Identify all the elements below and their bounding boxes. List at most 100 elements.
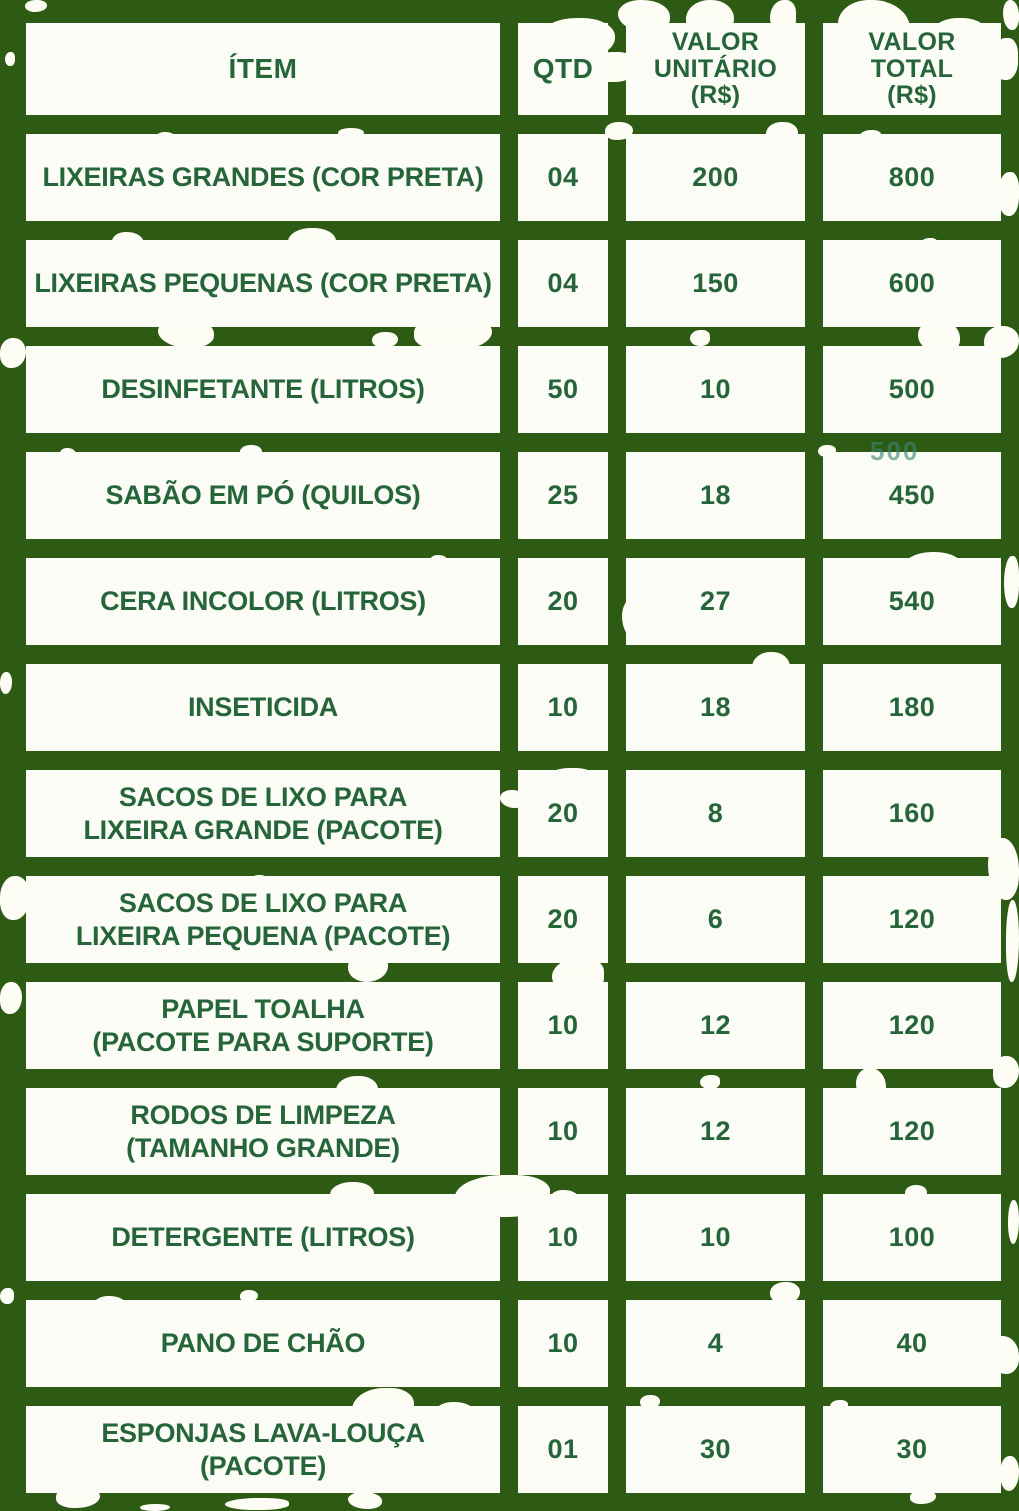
total-value: 120	[888, 904, 936, 934]
item-label: LIXEIRAS PEQUENAS (COR PRETA)	[34, 268, 492, 299]
unit-value-cell: 27	[626, 558, 805, 645]
total-value: 450	[888, 480, 936, 510]
total-value-cell: 180	[823, 664, 1001, 751]
total-value-cell: 120	[823, 876, 1001, 963]
splatter-blob	[348, 1492, 382, 1509]
unit-value: 30	[699, 1434, 732, 1464]
header-total-value-label: VALOR TOTAL (R$)	[868, 28, 956, 110]
unit-value: 18	[699, 692, 732, 722]
total-value: 30	[896, 1434, 928, 1464]
total-value-cell: 600	[823, 240, 1001, 327]
header-item-label: ÍTEM	[228, 53, 298, 84]
qtd-cell: 04	[518, 240, 608, 327]
item-label: LIXEIRAS GRANDES (COR PRETA)	[42, 162, 484, 193]
qtd-value: 20	[547, 586, 579, 616]
unit-value-cell: 6	[626, 876, 805, 963]
header-qtd-label: QTD	[532, 53, 594, 84]
unit-value-cell: 18	[626, 664, 805, 751]
ghost-value-text: 500	[870, 436, 920, 466]
unit-value-cell: 12	[626, 1088, 805, 1175]
unit-value: 4	[707, 1328, 724, 1358]
qtd-value: 10	[547, 1010, 579, 1040]
splatter-blob	[0, 338, 26, 368]
total-value-cell: 30	[823, 1406, 1001, 1493]
item-cell: DETERGENTE (LITROS)	[26, 1194, 500, 1281]
splatter-blob	[225, 1498, 289, 1510]
qtd-value: 10	[547, 1116, 579, 1146]
item-cell: RODOS DE LIMPEZA (TAMANHO GRANDE)	[26, 1088, 500, 1175]
total-value: 540	[888, 586, 936, 616]
qtd-value: 50	[547, 374, 579, 404]
table-row: SABÃO EM PÓ (QUILOS) 25 18 450	[26, 452, 1001, 539]
qtd-cell: 01	[518, 1406, 608, 1493]
total-value: 120	[888, 1116, 936, 1146]
splatter-blob	[1000, 1456, 1019, 1491]
header-cell-item: ÍTEM	[26, 23, 500, 115]
item-label: SABÃO EM PÓ (QUILOS)	[105, 480, 421, 511]
item-label: PAPEL TOALHA (PACOTE PARA SUPORTE)	[92, 993, 434, 1057]
table-row: LIXEIRAS GRANDES (COR PRETA) 04 200 800	[26, 134, 1001, 221]
total-value-cell: 40	[823, 1300, 1001, 1387]
qtd-value: 20	[547, 904, 579, 934]
item-cell: SACOS DE LIXO PARA LIXEIRA PEQUENA (PACO…	[26, 876, 500, 963]
table-row: PANO DE CHÃO 10 4 40	[26, 1300, 1001, 1387]
qtd-cell: 50	[518, 346, 608, 433]
item-cell: CERA INCOLOR (LITROS)	[26, 558, 500, 645]
item-label: SACOS DE LIXO PARA LIXEIRA GRANDE (PACOT…	[83, 781, 443, 845]
unit-value-cell: 10	[626, 1194, 805, 1281]
item-cell: SACOS DE LIXO PARA LIXEIRA GRANDE (PACOT…	[26, 770, 500, 857]
table-row: SACOS DE LIXO PARA LIXEIRA GRANDE (PACOT…	[26, 770, 1001, 857]
item-label: SACOS DE LIXO PARA LIXEIRA PEQUENA (PACO…	[75, 887, 451, 951]
total-value-cell: 100	[823, 1194, 1001, 1281]
table-row: CERA INCOLOR (LITROS) 20 27 540	[26, 558, 1001, 645]
table-row: INSETICIDA 10 18 180	[26, 664, 1001, 751]
qtd-cell: 10	[518, 1300, 608, 1387]
item-label: INSETICIDA	[187, 692, 338, 723]
qtd-cell: 25	[518, 452, 608, 539]
unit-value: 10	[699, 374, 732, 404]
qtd-cell: 20	[518, 770, 608, 857]
qtd-cell: 20	[518, 558, 608, 645]
item-label: ESPONJAS LAVA-LOUÇA (PACOTE)	[101, 1417, 425, 1481]
total-value-cell: 540	[823, 558, 1001, 645]
item-label: PANO DE CHÃO	[160, 1328, 366, 1359]
unit-value: 12	[699, 1010, 732, 1040]
table-row: RODOS DE LIMPEZA (TAMANHO GRANDE) 10 12 …	[26, 1088, 1001, 1175]
unit-value: 6	[707, 904, 724, 934]
splatter-blob	[140, 1504, 170, 1511]
table-row: DETERGENTE (LITROS) 10 10 100	[26, 1194, 1001, 1281]
splatter-blob	[0, 672, 12, 694]
qtd-cell: 10	[518, 664, 608, 751]
item-cell: DESINFETANTE (LITROS)	[26, 346, 500, 433]
splatter-blob	[1008, 1200, 1019, 1244]
item-cell: ESPONJAS LAVA-LOUÇA (PACOTE)	[26, 1406, 500, 1493]
splatter-blob	[1004, 556, 1019, 608]
splatter-blob	[0, 1288, 14, 1304]
total-value: 600	[888, 268, 936, 298]
header-cell-total-value: VALOR TOTAL (R$)	[823, 23, 1001, 115]
table-body: LIXEIRAS GRANDES (COR PRETA) 04 200 800 …	[26, 134, 1001, 1493]
header-cell-qtd: QTD	[518, 23, 608, 115]
total-value-cell: 160	[823, 770, 1001, 857]
item-cell: LIXEIRAS GRANDES (COR PRETA)	[26, 134, 500, 221]
unit-value-cell: 150	[626, 240, 805, 327]
total-value-cell: 120	[823, 982, 1001, 1069]
table-row: ESPONJAS LAVA-LOUÇA (PACOTE) 01 30 30	[26, 1406, 1001, 1493]
splatter-blob	[0, 982, 22, 1014]
splatter-blob	[998, 172, 1019, 216]
unit-value: 8	[707, 798, 724, 828]
total-value: 100	[888, 1222, 936, 1252]
total-value: 120	[888, 1010, 936, 1040]
table-row: PAPEL TOALHA (PACOTE PARA SUPORTE) 10 12…	[26, 982, 1001, 1069]
qtd-value: 10	[547, 1328, 579, 1358]
total-value: 180	[888, 692, 936, 722]
qtd-value: 10	[547, 692, 579, 722]
qtd-value: 04	[547, 162, 579, 192]
unit-value-cell: 4	[626, 1300, 805, 1387]
total-value-cell: 450	[823, 452, 1001, 539]
splatter-blob	[1006, 900, 1019, 982]
qtd-cell: 10	[518, 1088, 608, 1175]
item-label: RODOS DE LIMPEZA (TAMANHO GRANDE)	[126, 1099, 400, 1163]
qtd-cell: 10	[518, 982, 608, 1069]
total-value-cell: 800	[823, 134, 1001, 221]
